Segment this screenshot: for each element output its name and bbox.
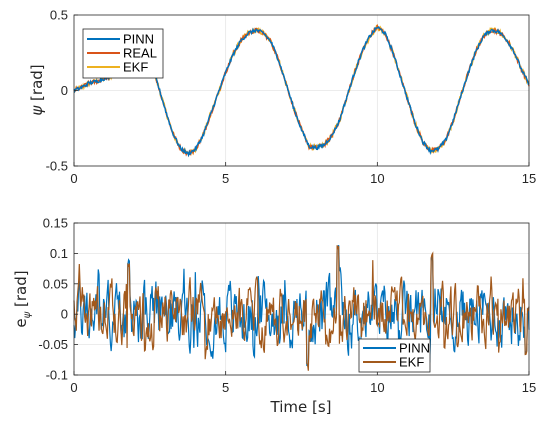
bottom-axes-box — [73, 222, 530, 376]
top-x-tick-label: 0 — [70, 171, 77, 186]
top-y-tick-label: -0.5 — [46, 159, 68, 174]
bottom-x-label: Time [s] — [270, 398, 332, 416]
bottom-ticks: 0 5 10 15 -0.1 -0.05 0 0.05 0.1 0.15 — [38, 216, 536, 396]
bottom-series — [73, 245, 530, 371]
bottom-legend: PINN EKF — [358, 338, 431, 373]
bottom-y-tick-label: -0.1 — [46, 368, 68, 383]
top-y-tick-label: 0.5 — [50, 8, 68, 23]
top-y-tick-label: 0 — [61, 83, 68, 98]
bottom-plot-area — [74, 223, 529, 375]
top-plot: 0 5 10 15-0.500.5 ψ [rad] PINN REAL EKF — [28, 8, 536, 187]
top-x-tick-label: 5 — [222, 171, 229, 186]
legend-label-real: REAL — [123, 46, 157, 61]
legend-label-pinn-error: PINN — [399, 341, 430, 356]
bottom-x-tick-label: 0 — [70, 380, 77, 395]
top-legend: PINN REAL EKF — [82, 28, 164, 79]
legend-label-pinn: PINN — [123, 32, 154, 47]
bottom-y-tick-label: 0.15 — [43, 216, 68, 231]
bottom-y-tick-label: -0.05 — [38, 337, 68, 352]
bottom-x-tick-label: 10 — [370, 380, 384, 395]
bottom-plot: 0 5 10 15 -0.1 -0.05 0 0.05 0.1 0.15 eψ [rad] Tim… — [12, 216, 536, 417]
bottom-x-tick-label: 15 — [522, 380, 536, 395]
top-x-tick-label: 10 — [370, 171, 384, 186]
bottom-y-label: eψ [rad] — [12, 270, 33, 327]
top-ticks: 0 5 10 15-0.500.5 — [46, 8, 537, 187]
legend-label-ekf: EKF — [123, 60, 148, 75]
bottom-y-tick-label: 0 — [61, 307, 68, 322]
bottom-x-tick-label: 5 — [222, 380, 229, 395]
top-y-label: ψ [rad] — [28, 64, 46, 115]
series-ekf-error — [73, 245, 530, 371]
top-grid — [74, 15, 529, 166]
series-pinn-error — [73, 245, 530, 367]
bottom-y-tick-label: 0.05 — [43, 276, 68, 291]
top-x-tick-label: 15 — [522, 171, 536, 186]
bottom-y-tick-label: 0.1 — [50, 246, 68, 261]
legend-label-ekf-error: EKF — [399, 355, 424, 370]
bottom-legend-box — [358, 338, 431, 373]
